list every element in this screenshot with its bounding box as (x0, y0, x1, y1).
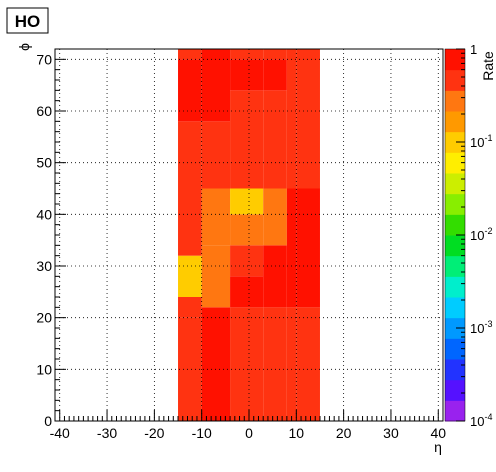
heatmap-cell (178, 317, 202, 421)
heatmap-cell (178, 49, 202, 60)
axis-ticks (54, 48, 444, 422)
y-tick-label: 20 (36, 310, 52, 326)
heatmap-cell (286, 307, 297, 421)
palette-tick-label: 10-4 (470, 412, 492, 429)
palette-tick-label: 10-3 (470, 319, 492, 336)
heatmap-cell (230, 276, 264, 308)
y-axis-label: ϕ (16, 43, 32, 51)
x-tick-label: 0 (245, 425, 253, 441)
y-tick-label: 40 (36, 206, 52, 222)
heatmap-cell (230, 90, 264, 189)
heatmap-cell (178, 121, 202, 256)
heatmap-cell (263, 307, 287, 421)
heatmap-cell (296, 188, 320, 308)
y-tick-label: 50 (36, 155, 52, 171)
title-box (6, 7, 49, 34)
heatmap-cell (201, 121, 231, 189)
heatmap-cell (178, 297, 202, 318)
palette-segment (445, 111, 465, 133)
heatmap-cell (230, 59, 264, 91)
y-tick-label: 30 (36, 258, 52, 274)
heatmap-cell (263, 49, 287, 60)
heatmap-cell (296, 49, 320, 189)
x-tick-label: 30 (383, 425, 399, 441)
heatmap-cell (230, 307, 264, 421)
heatmap-cell (201, 245, 231, 308)
palette-segment (445, 297, 465, 319)
heatmap-cell (263, 245, 287, 308)
palette-tick-label: 10-2 (470, 226, 492, 243)
heatmap-cell (286, 188, 297, 308)
x-axis-label: η (434, 439, 442, 455)
x-tick-label: -40 (50, 425, 70, 441)
heatmap-cell (201, 188, 231, 246)
chart-title: HO (15, 12, 41, 31)
y-tick-label: 70 (36, 51, 52, 67)
palette-segment (445, 131, 465, 153)
x-tick-label: 20 (336, 425, 352, 441)
x-tick-label: -30 (97, 425, 117, 441)
heatmap-cells (178, 49, 320, 421)
heatmap-cell (263, 59, 287, 91)
palette-segment (445, 49, 465, 71)
heatmap-cell (230, 214, 264, 246)
palette-segment (445, 235, 465, 257)
heatmap-cell (263, 188, 287, 246)
palette-segment (445, 90, 465, 112)
heatmap-cell (286, 49, 297, 189)
y-tick-label: 60 (36, 103, 52, 119)
palette-segment (445, 152, 465, 174)
heatmap-cell (201, 49, 231, 122)
tick-labels: -40 -30 -20 -10 0 10 20 30 40 0 10 20 30 40 50 60 70 (36, 51, 446, 441)
palette-segment (445, 400, 465, 422)
heatmap-cell (230, 188, 264, 215)
x-tick-label: 10 (289, 425, 305, 441)
palette-segment (445, 255, 465, 277)
y-tick-label: 0 (44, 413, 52, 429)
colorbar-label: Rate (480, 51, 496, 81)
heatmap-cell (230, 245, 264, 277)
palette-segment (445, 214, 465, 236)
heatmap-cell (263, 90, 287, 189)
palette-tick-label: 10-1 (470, 133, 492, 150)
heatmap-cell (230, 49, 264, 60)
palette-segment (445, 379, 465, 401)
palette-segment (445, 338, 465, 360)
color-palette: 10-4 10-3 10-2 10-1 1 (444, 42, 492, 429)
x-tick-label: -20 (144, 425, 164, 441)
x-tick-label: -10 (192, 425, 212, 441)
plot-frame (54, 48, 444, 422)
heatmap-cell (201, 307, 231, 421)
heatmap-cell (178, 59, 202, 122)
heatmap-cell (296, 307, 320, 421)
palette-segment (445, 317, 465, 339)
plot-area-frame (54, 48, 444, 422)
y-tick-label: 10 (36, 361, 52, 377)
palette-segment (445, 276, 465, 298)
palette-segment (445, 69, 465, 91)
palette-segment (445, 173, 465, 195)
palette-segment (445, 193, 465, 215)
x-tick-label: 40 (430, 425, 446, 441)
palette-tick-label: 1 (470, 42, 477, 57)
palette-segment (445, 359, 465, 381)
heatmap-cell (178, 255, 202, 297)
